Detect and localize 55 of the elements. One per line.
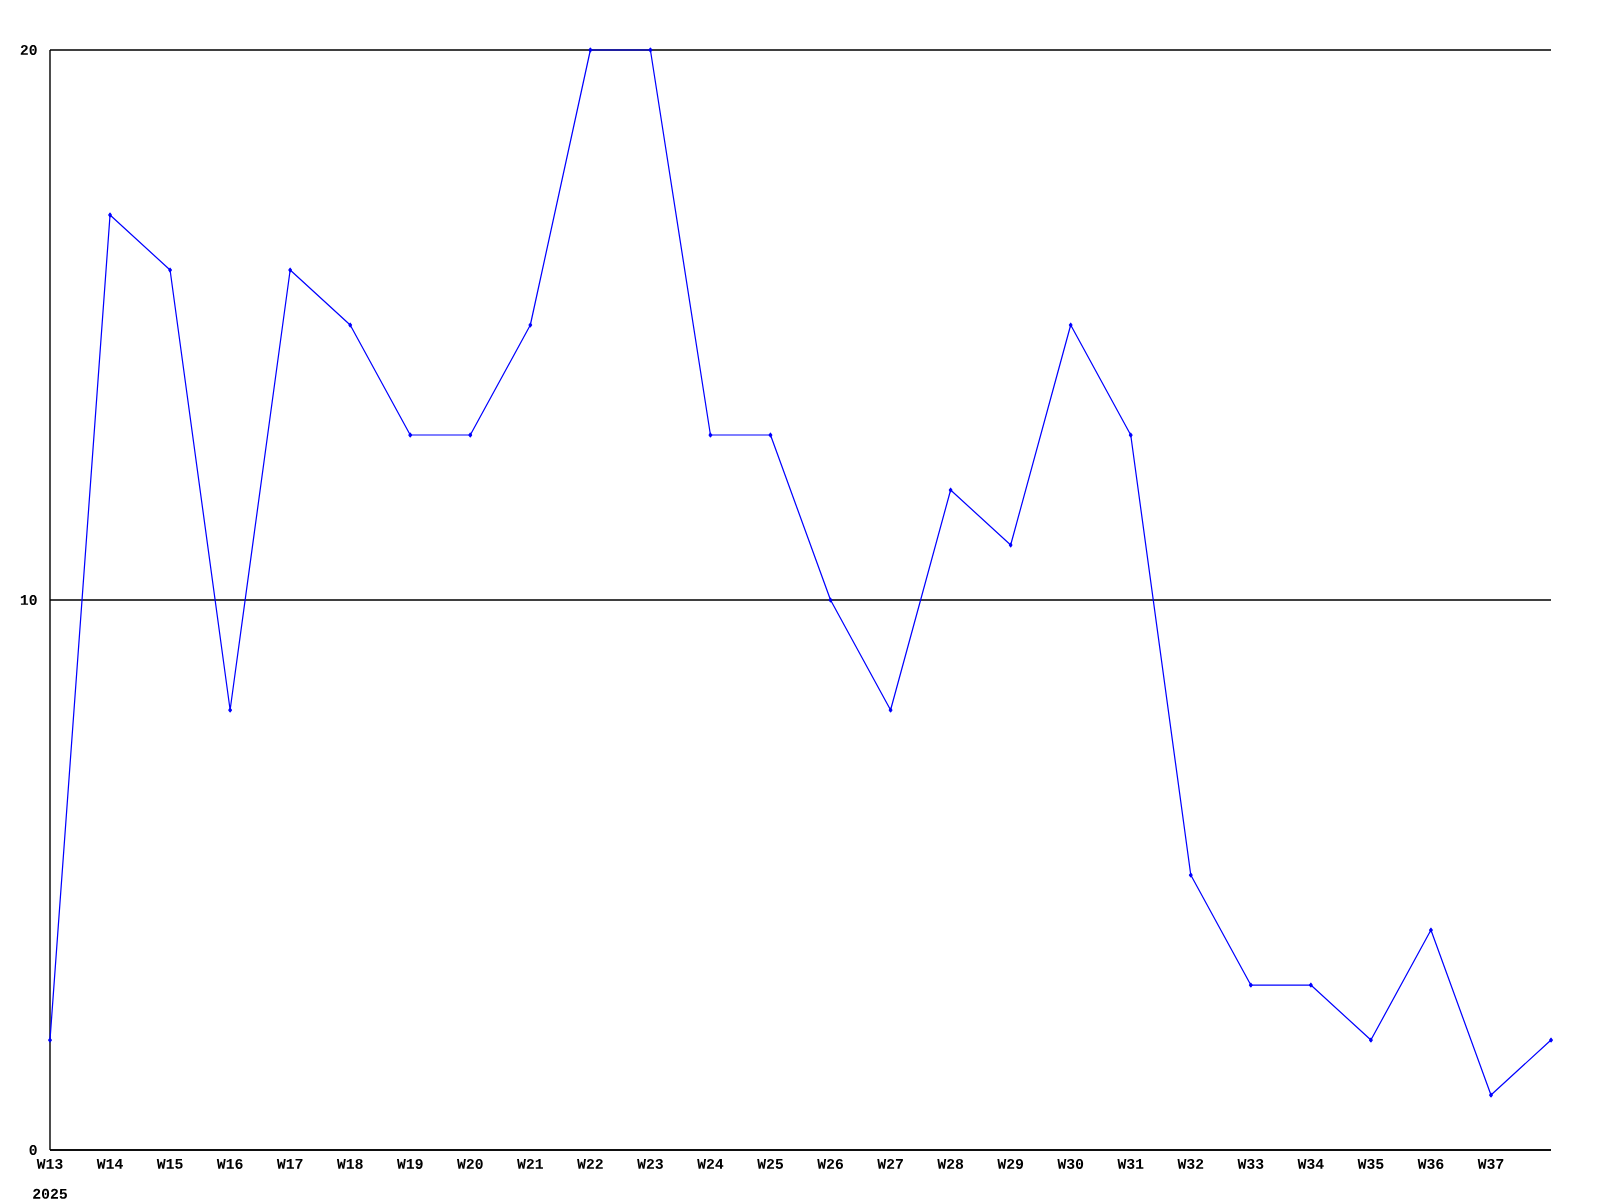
x-tick-label: W19 — [396, 1158, 423, 1169]
point — [888, 707, 893, 713]
x-tick-label: W29 — [997, 1158, 1024, 1169]
point — [228, 707, 233, 713]
x-tick-label: W36 — [1417, 1158, 1444, 1169]
y-tick-label: 20 — [20, 45, 37, 56]
x-tick-label: W26 — [817, 1158, 844, 1169]
y-tick-label: 0 — [29, 1145, 37, 1156]
x-tick-label: W33 — [1237, 1158, 1264, 1169]
x-tick-label: W25 — [757, 1158, 784, 1169]
point — [1188, 872, 1193, 878]
point — [48, 1037, 52, 1043]
x-tick-label: W35 — [1357, 1158, 1384, 1169]
point — [468, 432, 473, 438]
point — [348, 322, 353, 328]
point — [1549, 1037, 1553, 1043]
point — [408, 432, 413, 438]
x-tick-label: W32 — [1177, 1158, 1204, 1169]
text: 2025 — [33, 1188, 67, 1199]
x-tick-label: W20 — [457, 1158, 483, 1169]
point — [108, 212, 112, 218]
point — [828, 597, 833, 603]
point — [1429, 927, 1433, 933]
x-tick-label: W18 — [336, 1158, 363, 1169]
x-tick-label: W27 — [877, 1158, 903, 1169]
x-tick-label: W21 — [517, 1158, 543, 1169]
point — [1068, 322, 1073, 328]
point — [528, 322, 533, 328]
x-tick-label: W30 — [1057, 1158, 1084, 1169]
x-tick-label: W17 — [276, 1158, 303, 1169]
x-tick-label: W22 — [577, 1158, 603, 1169]
point — [588, 47, 593, 53]
point — [708, 432, 713, 438]
x-tick-label: W37 — [1477, 1158, 1504, 1169]
x-tick-label: W14 — [96, 1158, 123, 1169]
point — [948, 487, 953, 493]
y-tick-label: 10 — [20, 595, 37, 606]
point — [168, 267, 173, 273]
x-tick-label: W31 — [1117, 1158, 1144, 1169]
x-tick-label: W15 — [156, 1158, 183, 1169]
x-tick-label: W34 — [1297, 1158, 1324, 1169]
point — [768, 432, 773, 438]
point — [1308, 982, 1313, 988]
point — [648, 47, 653, 53]
point — [288, 267, 293, 273]
point — [1489, 1092, 1493, 1098]
x-tick-label: W28 — [937, 1158, 964, 1169]
point — [1128, 432, 1133, 438]
point — [1248, 982, 1253, 988]
point — [1008, 542, 1013, 548]
x-tick-label: W13 — [36, 1158, 63, 1169]
point — [1368, 1037, 1373, 1043]
x-tick-label: W23 — [637, 1158, 663, 1169]
x-tick-label: W16 — [216, 1158, 243, 1169]
x-tick-label: W24 — [697, 1158, 724, 1169]
